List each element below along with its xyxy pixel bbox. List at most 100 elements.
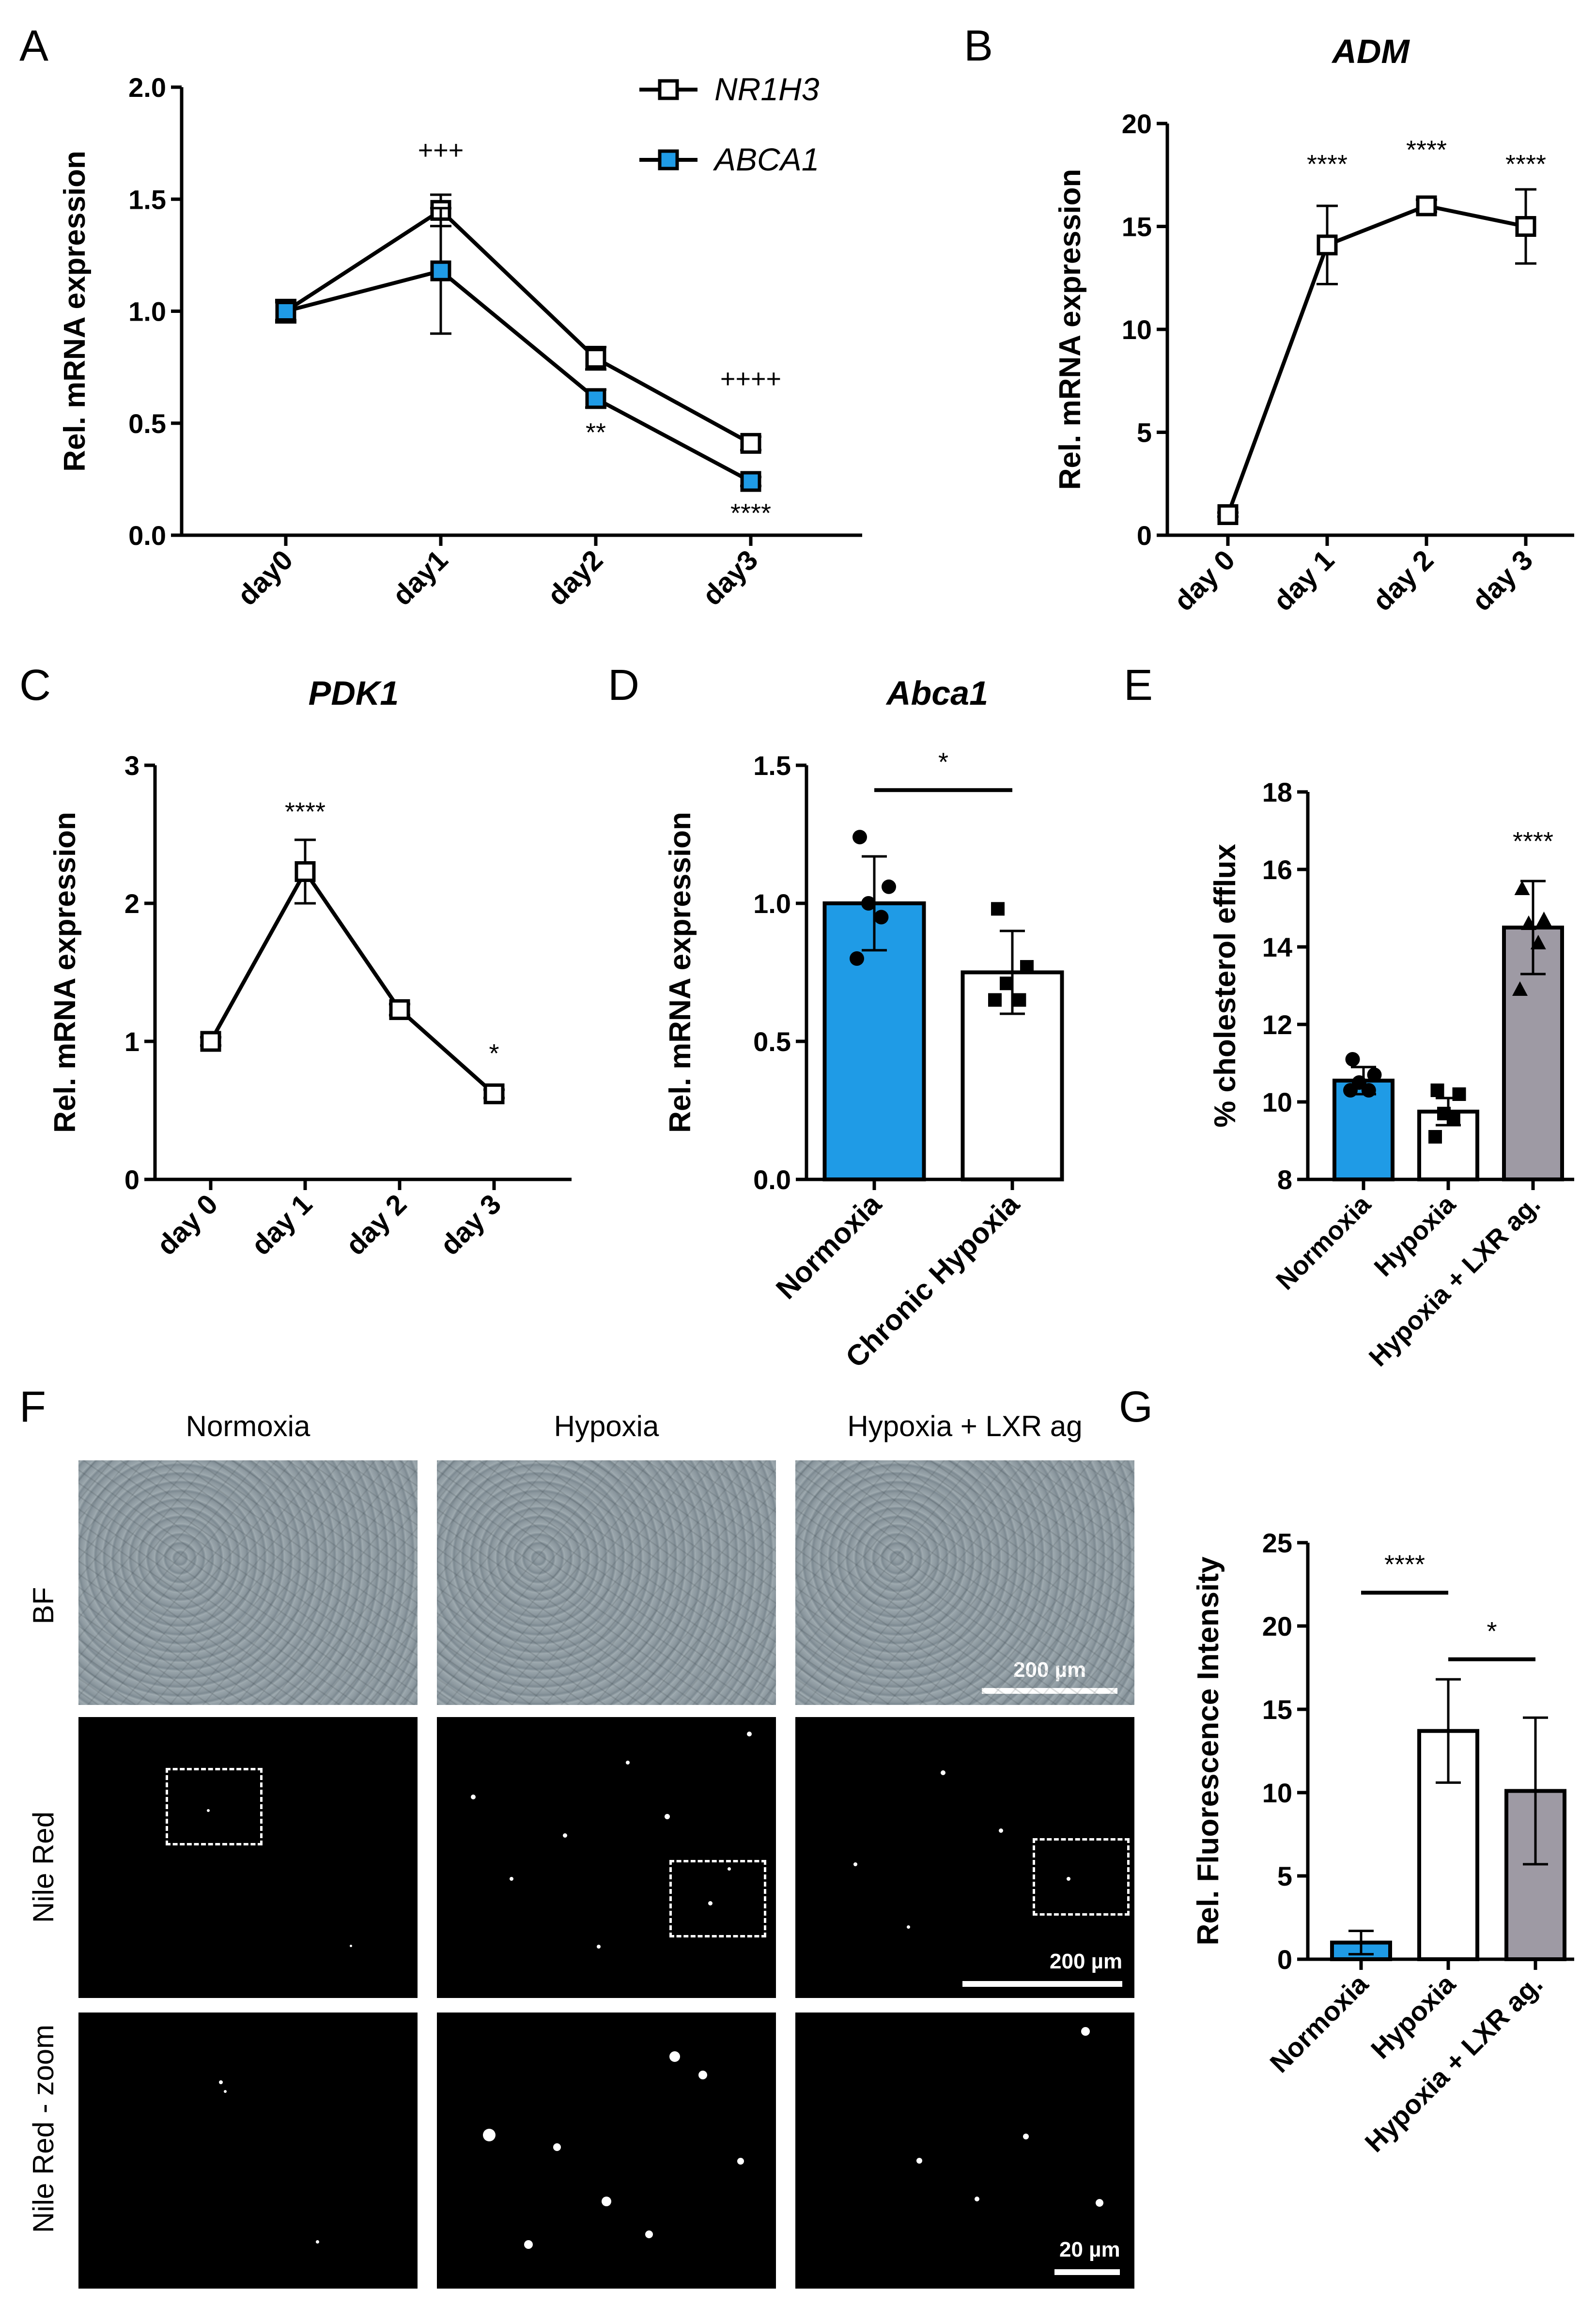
zoom-region-hypoxia	[669, 1860, 766, 1937]
zoom-region-normoxia	[166, 1768, 263, 1845]
data-point	[1361, 1083, 1376, 1098]
y-tick-label: 10	[1262, 1087, 1292, 1117]
data-point	[430, 260, 451, 281]
scale-text-bf: 200 µm	[1013, 1658, 1086, 1682]
lipid-spot	[853, 1862, 857, 1866]
data-point	[483, 1083, 505, 1104]
significance-label: ++++	[720, 364, 781, 393]
lipid-spot	[737, 2158, 744, 2165]
micrograph-zoom-normoxia	[78, 2013, 418, 2289]
lipid-spot	[708, 1901, 713, 1905]
data-point	[1000, 976, 1013, 991]
chart-c: 0 1 2 3 Rel. mRNA expression PDK1 day 0 day 1 da…	[48, 674, 572, 1261]
micrograph-nilered-lxr: 200 µm	[795, 1717, 1134, 1998]
data-point	[991, 902, 1005, 916]
y-axis-title: Rel. mRNA expression	[58, 151, 92, 472]
y-tick-label: 3	[124, 750, 139, 781]
y-axis-title: Rel. Fluorescence Intensity	[1192, 1556, 1225, 1945]
lipid-spot	[510, 1877, 513, 1881]
significance-label: *	[1487, 1617, 1497, 1646]
x-tick-label: day 0	[151, 1188, 224, 1261]
series-line	[1226, 203, 1526, 515]
y-tick-label: 0.0	[128, 520, 166, 551]
lipid-spot	[524, 2240, 533, 2249]
chart-e: 8 10 12 14 16 18 % cholesterol efflux NormoxiaH…	[1209, 777, 1574, 1372]
scale-text-zoom: 20 µm	[1059, 2238, 1120, 2261]
y-tick-label: 1.5	[753, 750, 791, 781]
data-point	[1012, 993, 1026, 1007]
lipid-spot	[916, 2158, 922, 2164]
series-line	[209, 867, 496, 1096]
y-tick-label: 25	[1262, 1528, 1292, 1558]
data-point	[389, 999, 410, 1020]
data-point	[1416, 195, 1437, 217]
significance-label: ****	[285, 797, 325, 826]
scale-bar-zoom	[1054, 2269, 1120, 2275]
micro-col-label-hypoxia: Hypoxia	[554, 1410, 659, 1442]
lipid-spot	[645, 2230, 653, 2238]
data-point	[874, 910, 889, 925]
lipid-spot	[553, 2143, 561, 2151]
lipid-spot	[747, 1732, 752, 1736]
data-point	[852, 830, 867, 845]
data-point	[1446, 1111, 1460, 1124]
y-tick-label: 1.5	[128, 184, 166, 215]
lipid-spot	[602, 2197, 611, 2206]
panel-label-c: C	[19, 661, 51, 710]
series-line	[285, 268, 752, 483]
significance-label: ****	[730, 498, 771, 527]
y-tick-label: 1.0	[128, 296, 166, 327]
x-tick-label: day 2	[1366, 544, 1440, 617]
y-tick-label: 0.5	[128, 408, 166, 439]
micrograph-nilered-hypoxia	[437, 1717, 776, 1998]
micrograph-nilered-normoxia	[78, 1717, 418, 1998]
lipid-spot	[1096, 2199, 1103, 2207]
lipid-spot	[597, 1945, 601, 1949]
data-point	[1345, 1052, 1360, 1067]
lipid-spot	[665, 1814, 670, 1819]
legend-marker	[658, 79, 679, 100]
y-tick-label: 15	[1122, 212, 1152, 242]
series-line	[284, 208, 752, 445]
data-point	[988, 993, 1002, 1007]
y-tick-label: 14	[1262, 932, 1292, 962]
y-axis-title: % cholesterol efflux	[1209, 844, 1242, 1128]
significance-label: **	[586, 418, 606, 447]
micrograph-bf-normoxia	[78, 1460, 418, 1705]
data-point	[861, 896, 876, 911]
y-axis-title: Rel. mRNA expression	[664, 812, 697, 1133]
y-tick-label: 2.0	[128, 72, 166, 103]
data-point	[1514, 881, 1530, 895]
lipid-spot	[975, 2197, 979, 2201]
bar	[1333, 1079, 1395, 1181]
y-axis-title: Rel. mRNA expression	[1054, 169, 1087, 490]
scale-bar-nilered	[962, 1981, 1122, 1987]
x-tick-label: Normoxia	[1271, 1189, 1377, 1295]
x-tick-label: day 1	[1267, 544, 1340, 617]
micro-row-label-zoom: Nile Red - zoom	[27, 2025, 60, 2233]
y-tick-label: 0.5	[753, 1026, 791, 1057]
y-tick-label: 12	[1262, 1009, 1292, 1040]
y-tick-label: 5	[1277, 1861, 1292, 1891]
micrograph-bf-hypoxia	[437, 1460, 776, 1705]
lipid-spot	[1067, 1877, 1070, 1881]
data-point	[1020, 960, 1034, 974]
data-point	[1430, 1084, 1444, 1097]
y-tick-label: 1	[124, 1026, 139, 1057]
micrograph-zoom-hypoxia	[437, 2013, 776, 2289]
lipid-spot	[219, 2080, 223, 2084]
data-point	[1521, 915, 1536, 930]
lipid-spot	[224, 2090, 227, 2093]
y-tick-label: 10	[1262, 1778, 1292, 1808]
x-tick-label: day 3	[434, 1188, 507, 1261]
y-axis-title: Rel. mRNA expression	[48, 812, 82, 1133]
y-tick-label: 20	[1122, 108, 1152, 139]
panel-label-d: D	[608, 661, 639, 710]
micrograph-bf-lxr: 200 µm	[795, 1460, 1134, 1705]
lipid-spot	[1081, 2027, 1090, 2036]
significance-label: ****	[1505, 150, 1546, 179]
micrograph-zoom-lxr: 20 µm	[795, 2013, 1134, 2289]
micro-row-label-nilered: Nile Red	[27, 1812, 60, 1923]
data-point	[1343, 1083, 1358, 1098]
panel-label-e: E	[1124, 661, 1153, 710]
